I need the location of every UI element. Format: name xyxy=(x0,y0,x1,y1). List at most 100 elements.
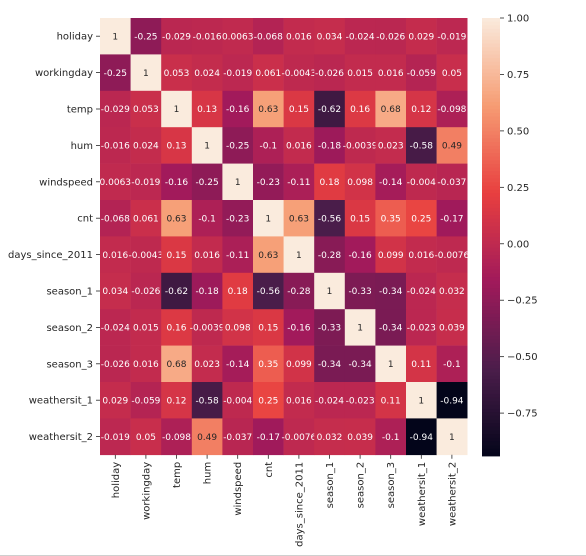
cell-value-label: -0.11 xyxy=(287,178,310,188)
cell-value-label: -0.019 xyxy=(223,69,252,79)
heatmap-cell xyxy=(344,54,376,92)
heatmap-cell xyxy=(314,163,346,201)
heatmap-cell xyxy=(191,309,223,346)
cell-value-label: 0.15 xyxy=(289,105,309,115)
colorbar-segment xyxy=(482,72,500,77)
colorbar-segment xyxy=(482,94,500,99)
heatmap-cell xyxy=(406,127,437,164)
cell-value-label: 0.024 xyxy=(133,142,159,152)
heatmap-cell xyxy=(406,382,437,419)
heatmap-cell xyxy=(436,200,468,237)
column-label: weathersit_2 xyxy=(447,462,458,526)
colorbar-segment xyxy=(482,291,500,296)
heatmap-cell xyxy=(314,382,346,419)
heatmap-cell xyxy=(283,382,315,419)
cell-value-label: 0.63 xyxy=(166,214,186,224)
colorbar-segment xyxy=(482,105,500,110)
heatmap-cell xyxy=(222,418,254,456)
cell-value-label: -0.56 xyxy=(318,214,342,224)
column-label: days_since_2011 xyxy=(294,462,305,547)
colorbar-segment xyxy=(482,386,500,391)
heatmap-cell xyxy=(130,163,162,201)
cell-value-label: 0.023 xyxy=(378,142,404,152)
cell-value-label: 0.015 xyxy=(133,324,159,334)
heatmap-cell xyxy=(130,272,162,310)
heatmap-cell xyxy=(436,236,468,274)
heatmap-cell xyxy=(406,236,437,274)
cell-value-label: 1 xyxy=(449,433,455,443)
heatmap-cell xyxy=(253,163,284,201)
heatmap-cell xyxy=(191,200,223,237)
cell-value-label: -0.58 xyxy=(410,142,434,152)
cell-value-label: 0.63 xyxy=(258,105,278,115)
heatmap-cell xyxy=(100,309,131,346)
cell-value-label: -0.019 xyxy=(131,178,160,188)
heatmap-cell xyxy=(161,418,193,456)
heatmap-cell xyxy=(344,90,376,128)
cell-value-label: -0.16 xyxy=(165,178,189,188)
cell-value-label: 0.12 xyxy=(166,396,186,406)
colorbar-segment xyxy=(482,149,500,154)
colorbar-segment xyxy=(482,211,500,216)
colorbar-segment xyxy=(482,419,500,424)
heatmap-cell xyxy=(130,309,162,346)
cell-value-label: -0.059 xyxy=(407,69,436,79)
colorbar-segment xyxy=(482,452,500,457)
colorbar-segment xyxy=(482,393,500,398)
heatmap-cell xyxy=(100,382,131,419)
colorbar-segment xyxy=(482,134,500,139)
heatmap-cell xyxy=(191,382,223,419)
cell-value-label: -0.18 xyxy=(318,142,342,152)
cell-value-label: -0.098 xyxy=(437,105,466,115)
row-label: temp xyxy=(67,105,93,116)
row-label: workingday xyxy=(35,68,93,79)
heatmap-cell xyxy=(222,90,254,128)
cell-value-label: 0.63 xyxy=(289,214,309,224)
heatmap-cell xyxy=(100,200,131,237)
colorbar-segment xyxy=(482,138,500,143)
heatmap-cell xyxy=(314,127,346,164)
cell-value-label: -0.16 xyxy=(226,105,250,115)
colorbar-segment xyxy=(482,120,500,125)
heatmap-cell xyxy=(375,127,407,164)
heatmap-cell xyxy=(314,54,346,92)
colorbar-segment xyxy=(482,437,500,442)
cell-value-label: 1 xyxy=(235,178,241,188)
heatmap-cell xyxy=(191,418,223,456)
cell-value-label: -0.62 xyxy=(165,287,188,297)
heatmap-cell xyxy=(100,418,131,456)
heatmap-cell xyxy=(100,54,131,92)
heatmap-cell xyxy=(436,309,468,346)
cell-value-label: 0.18 xyxy=(228,287,248,297)
colorbar-segment xyxy=(482,218,500,223)
heatmap-cell xyxy=(314,345,346,383)
cell-value-label: -0.019 xyxy=(101,433,130,443)
cell-value-label: -0.0039 xyxy=(190,324,225,334)
colorbar-segment xyxy=(482,222,500,227)
cell-value-label: 0.13 xyxy=(197,105,217,115)
colorbar-segment xyxy=(482,182,500,187)
heatmap-cell xyxy=(375,54,407,92)
colorbar-tick-label: −0.25 xyxy=(507,296,538,307)
colorbar-segment xyxy=(482,112,500,117)
heatmap-cell xyxy=(253,54,284,92)
cell-value-label: -0.016 xyxy=(193,32,222,42)
heatmap-cell xyxy=(283,418,315,456)
cell-value-label: 0.18 xyxy=(319,178,339,188)
column-label: weathersit_1 xyxy=(417,462,428,526)
colorbar-segment xyxy=(482,423,500,428)
heatmap-cell xyxy=(253,309,284,346)
colorbar-segment xyxy=(482,54,500,59)
colorbar-segment xyxy=(482,335,500,340)
heatmap-cell xyxy=(406,200,437,237)
heatmap-cell xyxy=(222,54,254,92)
colorbar-segment xyxy=(482,448,500,453)
heatmap-cell xyxy=(283,127,315,164)
heatmap-cell xyxy=(283,163,315,201)
row-label: season_2 xyxy=(46,323,93,334)
heatmap-cell xyxy=(161,272,193,310)
row-labels: holiday workingday temp hum windspeed cnt days… xyxy=(8,32,100,443)
colorbar-segment xyxy=(482,288,500,293)
cell-value-label: -0.94 xyxy=(440,396,464,406)
cell-value-label: 0.12 xyxy=(411,105,431,115)
